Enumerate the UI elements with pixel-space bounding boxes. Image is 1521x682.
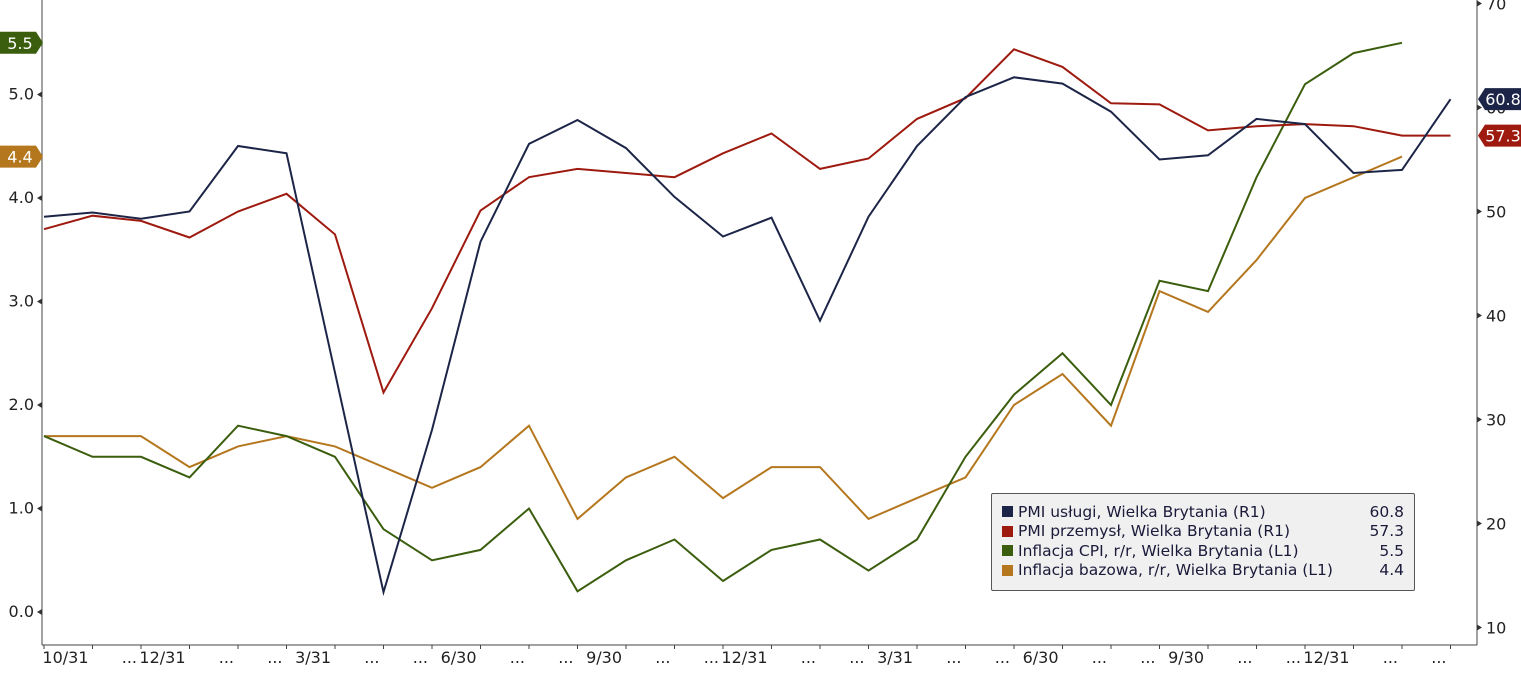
legend-entry: PMI przemysł, Wielka Brytania (R1) 57.3 [1002,522,1404,542]
x-tick-label: ... [122,648,137,667]
x-tick-label: ... [849,648,864,667]
right-tick-label: 20 [1486,515,1506,534]
right-value-flag-label: 60.8 [1485,90,1521,109]
value-flags: 60.8 57.3 5.5 4.4 [0,31,1521,168]
legend-entry: PMI usługi, Wielka Brytania (R1) 60.8 [1002,502,1404,522]
legend-series-name: Inflacja bazowa, r/r, Wielka Brytania (L… [1018,561,1333,580]
right-value-flag [1478,124,1521,147]
x-tick-label: ... [995,648,1010,667]
legend-series-name: Inflacja CPI, r/r, Wielka Brytania (L1) [1018,541,1299,560]
series-line [44,155,1403,521]
x-tick-label: ... [801,648,816,667]
series-line [43,76,1452,597]
right-tick-label: 30 [1486,411,1506,430]
series-lines [43,41,1452,597]
x-tick-label: ... [1383,648,1398,667]
left-tick-label: 0.0 [9,602,34,621]
legend-swatch [1002,506,1013,518]
x-tick-label: 10/31 [42,648,88,667]
x-tick-label: ... [1286,648,1301,667]
x-tick-label: ... [267,648,282,667]
left-tick-mark [37,505,42,512]
left-tick-mark [37,195,42,201]
legend-series-name: PMI przemysł, Wielka Brytania (R1) [1018,522,1291,541]
left-tick-mark [37,298,42,305]
legend-entry: Inflacja CPI, r/r, Wielka Brytania (L1) 5… [1002,541,1404,561]
x-tick-label: ... [558,648,573,667]
legend-series-value: 4.4 [1379,561,1404,580]
x-tick-label: 9/30 [1168,648,1204,667]
series-line [43,48,1451,395]
right-tick-label: 70 [1486,0,1506,14]
left-tick-mark [37,609,42,615]
right-tick-label: 40 [1486,307,1506,326]
right-tick-label: 50 [1486,203,1506,222]
left-tick-label: 1.0 [9,499,34,518]
right-tick-mark [1477,312,1482,319]
axes: 0.01.02.03.04.05.01020304050607010/31...… [9,0,1506,667]
right-tick-mark [1477,520,1482,527]
x-tick-label: ... [1431,648,1446,667]
x-tick-label: ... [413,648,428,667]
x-tick-label: 9/30 [586,648,622,667]
right-tick-mark [1477,104,1482,111]
legend-series-name: PMI usługi, Wielka Brytania (R1) [1018,502,1266,521]
legend-swatch [1002,525,1013,537]
x-tick-label: ... [655,648,670,667]
x-tick-label: ... [946,648,961,667]
x-tick-label: ... [219,648,234,667]
left-value-flag-label: 5.5 [7,34,32,53]
left-tick-label: 4.0 [9,188,34,207]
x-tick-label: ... [1140,648,1155,667]
series-line [43,41,1403,593]
x-tick-label: ... [1092,648,1107,667]
x-tick-label: 3/31 [295,648,331,667]
left-tick-mark [37,91,42,98]
right-tick-label: 10 [1486,619,1506,638]
left-tick-label: 2.0 [9,395,34,414]
legend: PMI usługi, Wielka Brytania (R1) 60.8 PMI … [991,493,1415,591]
legend-series-value: 5.5 [1379,541,1404,560]
right-tick-mark [1477,208,1482,215]
x-tick-label: ... [704,648,719,667]
x-tick-label: 3/31 [877,648,913,667]
legend-series-value: 60.8 [1369,502,1404,521]
left-tick-mark [37,402,42,408]
x-tick-label: 12/31 [1303,648,1349,667]
left-value-flag-label: 4.4 [7,148,32,167]
left-tick-label: 3.0 [9,292,34,311]
left-value-flag [0,31,43,54]
legend-swatch [1002,564,1013,576]
x-tick-label: 6/30 [441,648,477,667]
legend-swatch [1002,545,1013,557]
right-value-flag-label: 57.3 [1485,127,1521,146]
legend-series-value: 57.3 [1369,522,1404,541]
x-tick-label: ... [510,648,525,667]
x-tick-label: ... [364,648,379,667]
left-tick-label: 5.0 [9,85,34,104]
right-tick-mark [1477,416,1482,423]
x-tick-label: 6/30 [1023,648,1059,667]
right-value-flag [1478,88,1521,111]
x-tick-label: ... [1237,648,1252,667]
left-value-flag [0,145,43,168]
x-tick-label: 12/31 [139,648,185,667]
legend-entry: Inflacja bazowa, r/r, Wielka Brytania (L… [1002,561,1404,581]
right-tick-mark [1477,624,1482,631]
x-tick-label: 12/31 [721,648,767,667]
right-tick-mark [1477,0,1482,7]
